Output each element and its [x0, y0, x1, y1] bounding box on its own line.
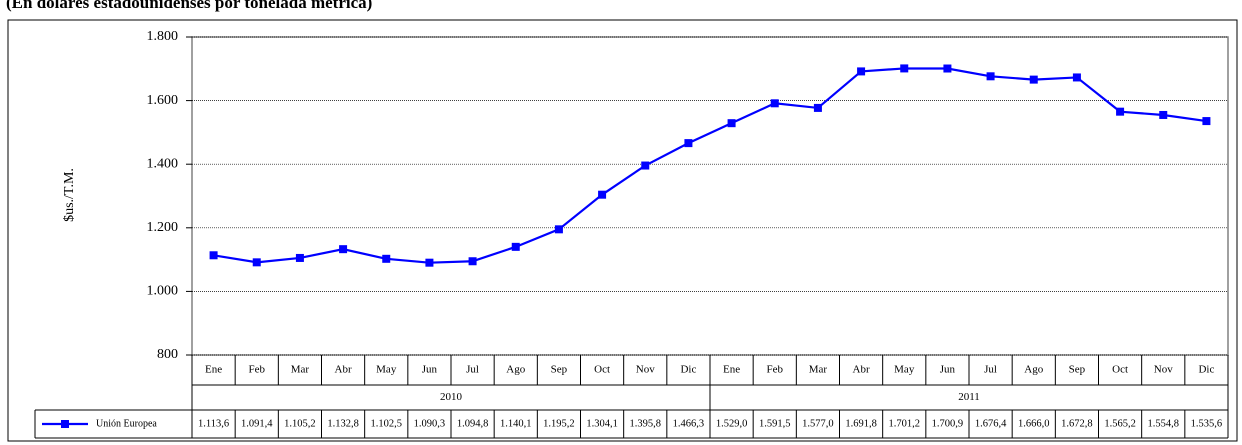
x-tick-label: Nov [636, 364, 655, 376]
data-label: 1.672,8 [1061, 418, 1093, 429]
x-tick-label: May [894, 364, 915, 376]
data-label: 1.102,5 [371, 418, 403, 429]
data-label: 1.666,0 [1018, 418, 1050, 429]
point-marker [857, 67, 866, 76]
x-tick-label: Abr [853, 364, 870, 376]
point-marker [554, 225, 563, 234]
y-tick-label: 1.400 [147, 156, 179, 171]
x-tick-label: Jun [940, 364, 956, 376]
y-tick-label: 1.600 [147, 93, 179, 108]
point-marker [1159, 110, 1168, 119]
x-tick-label: Abr [335, 364, 352, 376]
point-marker [943, 64, 952, 73]
data-label: 1.113,6 [198, 418, 229, 429]
y-tick-label: 1.800 [147, 29, 179, 44]
point-marker [511, 242, 520, 251]
point-marker [468, 257, 477, 266]
chart-frame [7, 19, 1238, 442]
point-marker [252, 258, 261, 267]
x-tick-label: Oct [1112, 364, 1128, 376]
data-label: 1.094,8 [457, 418, 489, 429]
x-tick-label: Ene [205, 364, 222, 376]
data-label: 1.565,2 [1104, 418, 1136, 429]
point-marker [727, 119, 736, 128]
data-label: 1.577,0 [802, 418, 834, 429]
data-label: 1.195,2 [543, 418, 575, 429]
x-tick-label: Mar [291, 364, 310, 376]
data-label: 1.140,1 [500, 418, 532, 429]
x-tick-label: May [376, 364, 397, 376]
x-tick-label: Oct [594, 364, 610, 376]
point-marker [209, 251, 218, 260]
y-tick-label: 1.200 [147, 220, 179, 235]
x-tick-label: Ago [506, 364, 525, 376]
x-tick-label: Ago [1024, 364, 1043, 376]
data-label: 1.591,5 [759, 418, 791, 429]
legend-label: Unión Europea [96, 418, 157, 429]
data-label: 1.554,8 [1148, 418, 1180, 429]
data-label: 1.701,2 [889, 418, 921, 429]
point-marker [986, 72, 995, 81]
data-label: 1.091,4 [241, 418, 273, 429]
series-line [213, 67, 1207, 264]
point-marker [684, 139, 693, 148]
data-label: 1.691,8 [845, 418, 877, 429]
point-marker [382, 254, 391, 263]
x-tick-label: Sep [1069, 364, 1086, 376]
point-marker [1029, 75, 1038, 84]
x-tick-label: Feb [767, 364, 784, 376]
y-tick-label: 800 [157, 347, 178, 362]
legend-marker [61, 420, 69, 428]
data-label: 1.676,4 [975, 418, 1007, 429]
x-tick-label: Feb [249, 364, 266, 376]
x-tick-label: Mar [809, 364, 828, 376]
data-label: 1.090,3 [414, 418, 446, 429]
data-label: 1.466,3 [673, 418, 705, 429]
x-tick-label: Dic [1198, 364, 1214, 376]
point-marker [339, 245, 348, 254]
data-label: 1.529,0 [716, 418, 748, 429]
year-label: 2011 [958, 391, 980, 403]
point-marker [1072, 73, 1081, 82]
data-label: 1.105,2 [284, 418, 316, 429]
x-tick-label: Jul [466, 364, 479, 376]
point-marker [1116, 107, 1125, 116]
data-label: 1.304,1 [586, 418, 618, 429]
y-axis-label: $us./T.M. [62, 168, 77, 222]
data-label: 1.700,9 [932, 418, 964, 429]
point-marker [770, 99, 779, 108]
point-marker [900, 64, 909, 73]
x-tick-label: Nov [1154, 364, 1173, 376]
point-marker [295, 253, 304, 262]
x-tick-label: Sep [551, 364, 568, 376]
x-tick-label: Jul [984, 364, 997, 376]
plot-area [191, 36, 1229, 356]
point-marker [1202, 117, 1211, 126]
y-tick-label: 1.000 [147, 284, 179, 299]
year-label: 2010 [440, 391, 463, 403]
x-tick-label: Dic [680, 364, 696, 376]
point-marker [641, 161, 650, 170]
data-label: 1.395,8 [630, 418, 662, 429]
chart-subtitle: (En dólares estadounidenses por tonelada… [6, 0, 372, 12]
point-marker [598, 190, 607, 199]
point-marker [425, 258, 434, 267]
point-marker [813, 103, 822, 112]
data-label: 1.132,8 [327, 418, 359, 429]
data-label: 1.535,6 [1191, 418, 1223, 429]
x-tick-label: Ene [723, 364, 740, 376]
x-tick-label: Jun [422, 364, 438, 376]
